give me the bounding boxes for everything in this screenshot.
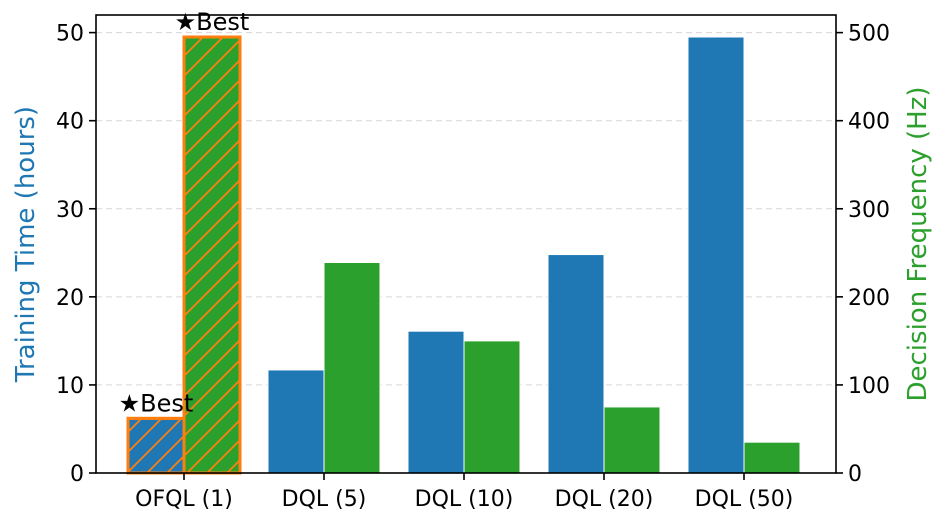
bar-training-time (407, 330, 465, 474)
y-tick-label: 50 (56, 22, 84, 47)
y-tick-label: 30 (56, 198, 84, 223)
plot-frame (95, 14, 837, 474)
y2-tick-label: 300 (848, 198, 890, 223)
bar-hatch-overlay (126, 416, 186, 475)
y2-tick-label: 500 (848, 22, 890, 47)
x-tick-label: DQL (50) (695, 487, 794, 512)
y-tick-label: 0 (70, 462, 84, 487)
y2-tick-label: 0 (848, 462, 862, 487)
bar-hatch-overlay (182, 35, 242, 475)
y-tick-label: 20 (56, 286, 84, 311)
bar-training-time (267, 369, 325, 474)
bars (126, 35, 801, 475)
bar-training-time (687, 36, 745, 474)
x-tick-label: DQL (5) (282, 487, 367, 512)
x-tick-label: DQL (20) (555, 487, 654, 512)
x-tick-label: DQL (10) (415, 487, 514, 512)
annotations: ★Best ★Best (119, 8, 250, 417)
y2-tick-label: 400 (848, 110, 890, 135)
bar-training-time (547, 254, 605, 474)
x-axis: OFQL (1) DQL (5) DQL (10) DQL (20) DQL (50) (135, 473, 793, 512)
best-annotation: ★Best (175, 8, 250, 36)
y-tick-label: 40 (56, 110, 84, 135)
bar-decision-frequency (463, 340, 521, 474)
x-tick-label: OFQL (1) (135, 487, 233, 512)
bar-decision-frequency (603, 406, 661, 474)
bar-decision-frequency (323, 261, 381, 474)
y-tick-label: 10 (56, 374, 84, 399)
bar-decision-frequency (743, 441, 801, 474)
left-axis: 0 10 20 30 40 50 (56, 22, 96, 487)
y-axis-title: Training Time (hours) (11, 106, 41, 383)
y2-tick-label: 100 (848, 374, 890, 399)
right-axis: 0 100 200 300 400 500 (836, 22, 890, 487)
y2-tick-label: 200 (848, 286, 890, 311)
best-annotation: ★Best (119, 389, 194, 417)
y2-axis-title: Decision Frequency (Hz) (903, 86, 933, 401)
